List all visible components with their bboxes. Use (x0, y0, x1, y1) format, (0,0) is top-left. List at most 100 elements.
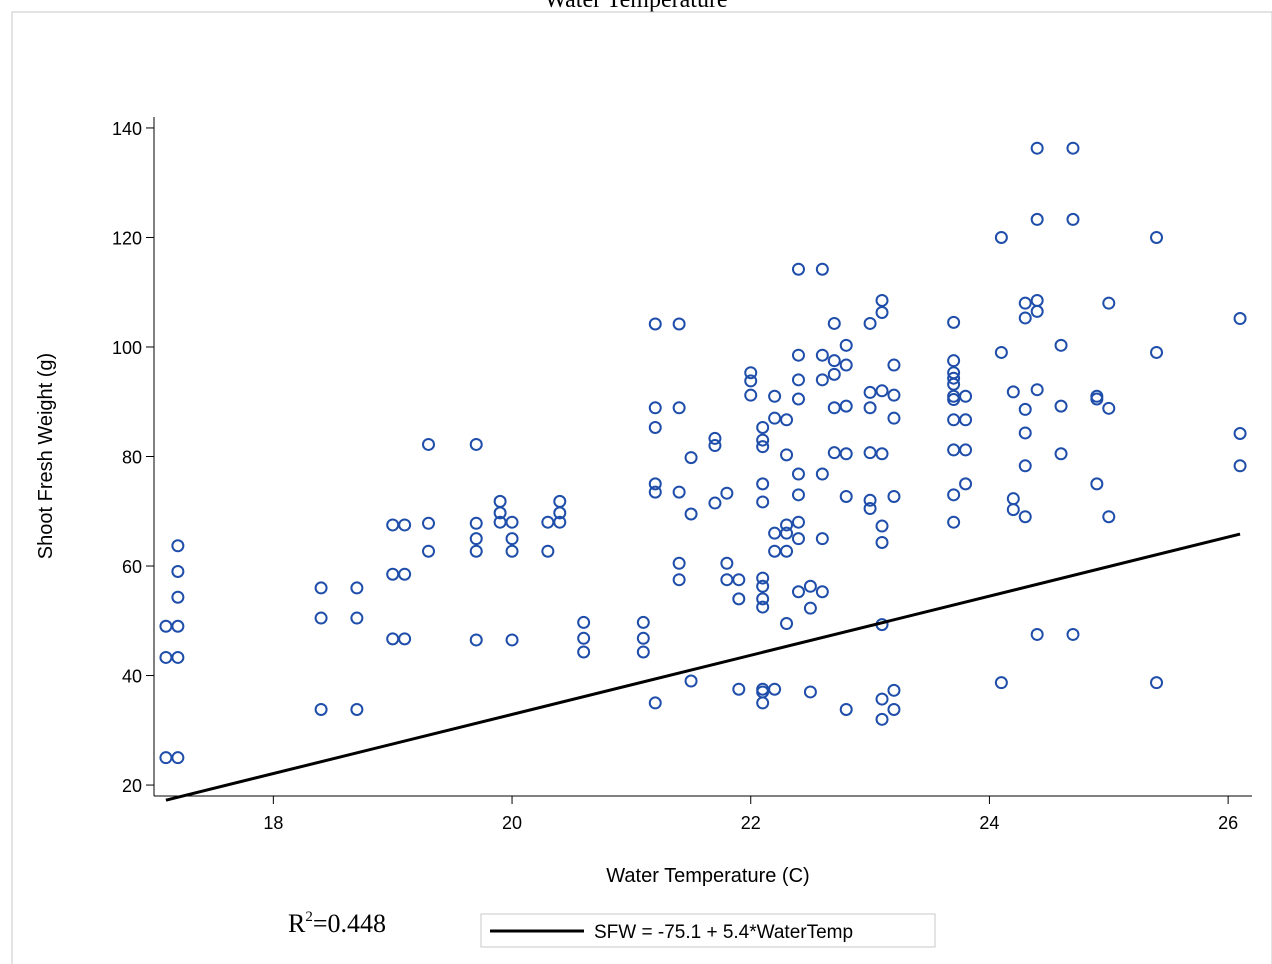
legend-label: SFW = -75.1 + 5.4*WaterTemp (594, 922, 853, 943)
data-point (756, 440, 770, 454)
data-point (744, 366, 758, 380)
data-point (780, 544, 794, 558)
data-point (672, 556, 686, 570)
y-tick-label: 100 (112, 338, 142, 358)
data-point (827, 401, 841, 415)
data-point (493, 506, 507, 520)
data-point (672, 317, 686, 331)
data-point (553, 506, 567, 520)
data-point (1054, 447, 1068, 461)
data-point (171, 539, 185, 553)
chart-title: Water Temperature (544, 0, 728, 13)
data-point (791, 373, 805, 387)
data-point (839, 358, 853, 372)
data-point (863, 493, 877, 507)
data-point (803, 601, 817, 615)
data-point (708, 496, 722, 510)
data-point (636, 631, 650, 645)
data-point (756, 420, 770, 434)
data-point (159, 751, 173, 765)
data-point (398, 567, 412, 581)
y-tick-label: 40 (122, 667, 142, 687)
data-point (875, 447, 889, 461)
data-point (947, 393, 961, 407)
data-point (314, 702, 328, 716)
x-tick-label: 22 (741, 813, 761, 833)
data-point (959, 389, 973, 403)
data-point (386, 632, 400, 646)
data-point (1150, 230, 1164, 244)
data-point (553, 515, 567, 529)
data-point (947, 488, 961, 502)
data-point (839, 702, 853, 716)
data-point (887, 388, 901, 402)
data-point (648, 317, 662, 331)
data-point (398, 518, 412, 532)
data-point (887, 358, 901, 372)
data-point (159, 650, 173, 664)
y-tick-label: 20 (122, 776, 142, 796)
data-point (947, 377, 961, 391)
data-point (577, 631, 591, 645)
data-point (959, 413, 973, 427)
data-point (636, 645, 650, 659)
data-point (1233, 459, 1247, 473)
data-point (1006, 385, 1020, 399)
data-point (493, 494, 507, 508)
data-point (791, 392, 805, 406)
data-point (1066, 141, 1080, 155)
r-squared-superscript: 2 (305, 909, 313, 925)
data-point (994, 676, 1008, 690)
data-point (780, 448, 794, 462)
data-point (863, 446, 877, 460)
data-point (839, 447, 853, 461)
data-point (1030, 383, 1044, 397)
data-point (815, 348, 829, 362)
data-point (756, 571, 770, 585)
data-point (720, 486, 734, 500)
data-point (839, 338, 853, 352)
data-point (756, 600, 770, 614)
data-point (577, 645, 591, 659)
data-point (791, 467, 805, 481)
data-point (1054, 338, 1068, 352)
data-point (827, 354, 841, 368)
data-point (684, 507, 698, 521)
data-point (875, 692, 889, 706)
data-point (1090, 392, 1104, 406)
r-squared-label: R2=0.448 (288, 909, 386, 939)
data-point (314, 611, 328, 625)
data-point (768, 544, 782, 558)
data-point (887, 683, 901, 697)
data-point (648, 477, 662, 491)
data-point (1030, 627, 1044, 641)
data-point (648, 696, 662, 710)
data-point (708, 439, 722, 453)
data-point (791, 515, 805, 529)
data-point (422, 516, 435, 530)
y-tick-label: 60 (122, 557, 142, 577)
data-point (398, 632, 412, 646)
fit-line (165, 532, 1241, 802)
data-point (947, 371, 961, 385)
data-point (863, 385, 877, 399)
data-point (469, 516, 483, 530)
data-point (863, 502, 877, 516)
data-point (720, 556, 734, 570)
data-point (648, 420, 662, 434)
data-point (171, 650, 185, 664)
data-point (648, 401, 662, 415)
data-point (780, 413, 794, 427)
data-point (636, 615, 650, 629)
data-point (553, 494, 567, 508)
x-tick-label: 18 (263, 813, 283, 833)
data-point (959, 443, 973, 457)
y-tick-label: 80 (122, 448, 142, 468)
data-point (756, 477, 770, 491)
data-point (947, 515, 961, 529)
outer-frame (11, 11, 1272, 964)
data-point (422, 544, 435, 558)
data-point (350, 702, 364, 716)
data-point (1030, 212, 1044, 226)
data-point (505, 515, 519, 529)
